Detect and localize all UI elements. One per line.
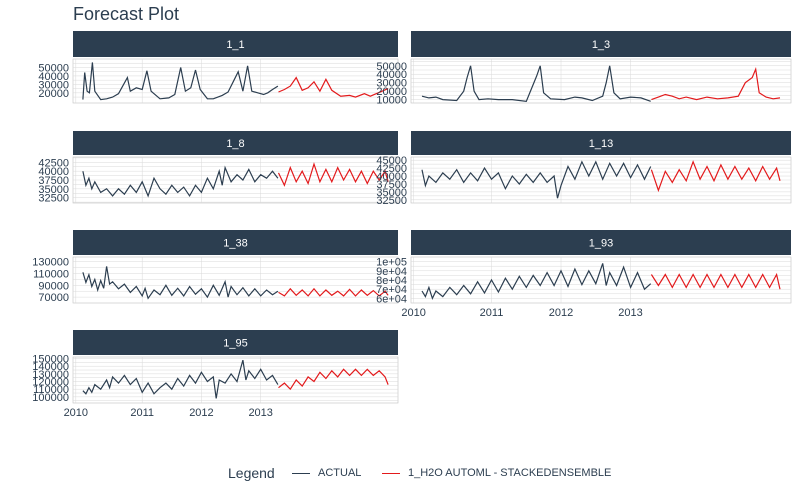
facet-strip-label: 1_1 (226, 39, 244, 51)
y-tick-label: 40000 (376, 69, 407, 81)
y-tick-label: 110000 (33, 384, 69, 396)
legend-title: Legend (228, 465, 275, 481)
y-tick-label: 70000 (38, 292, 69, 304)
plot-title: Forecast Plot (73, 4, 180, 24)
facet-strip (73, 31, 398, 57)
legend-label-forecast: 1_H2O AUTOML - STACKEDENSEMBLE (408, 467, 612, 479)
y-tick-label: 20000 (38, 88, 69, 100)
y-tick-label: 130000 (32, 369, 69, 381)
y-tick-label: 45000 (376, 155, 407, 167)
series-line-forecast (651, 66, 781, 101)
facet-strip-label: 1_95 (223, 338, 247, 350)
y-tick-label: 20000 (376, 86, 407, 98)
facet-strip-label: 1_38 (223, 238, 247, 250)
facet-strip (73, 330, 398, 355)
series-line-actual (421, 65, 651, 102)
y-tick-label: 37500 (376, 179, 407, 191)
facet-strip (411, 131, 791, 155)
y-tick-label: 37500 (38, 175, 69, 187)
y-tick-label: 140000 (32, 361, 69, 373)
facet-strip-label: 1_13 (589, 138, 613, 150)
y-tick-label: 100000 (32, 392, 69, 404)
legend: Legend ACTUAL 1_H2O AUTOML - STACKEDENSE… (0, 463, 800, 485)
y-tick-label: 32500 (38, 193, 69, 205)
panel-border (72, 256, 399, 304)
y-tick-label: 7e+04 (376, 284, 407, 296)
series-line-forecast (278, 368, 389, 391)
x-tick-label: 2012 (549, 307, 573, 319)
facet-strip (411, 31, 791, 57)
y-tick-label: 35000 (38, 184, 69, 196)
series-line-actual (82, 359, 279, 399)
series-line-actual (82, 62, 279, 101)
x-tick-label: 2011 (130, 407, 154, 419)
y-tick-label: 50000 (376, 61, 407, 73)
series-line-actual (421, 160, 652, 199)
y-tick-label: 42500 (376, 163, 407, 175)
y-tick-label: 40000 (376, 171, 407, 183)
facet-strip (73, 131, 398, 155)
y-tick-label: 130000 (32, 257, 69, 269)
x-tick-label: 2012 (189, 407, 213, 419)
facet-panel-1-95: 1_95 100000110000120000130000140000150000… (32, 330, 399, 419)
y-tick-label: 150000 (32, 354, 69, 366)
y-tick-label: 30000 (38, 79, 69, 91)
y-tick-label: 6e+04 (376, 293, 407, 305)
y-tick-label: 40000 (38, 71, 69, 83)
legend-label-actual: ACTUAL (318, 467, 362, 479)
panel-border (72, 58, 399, 104)
series-line-forecast (650, 160, 781, 193)
facet-strip (73, 230, 398, 255)
facet-strip (411, 230, 791, 255)
legend-key-forecast (382, 473, 400, 474)
y-tick-label: 42500 (38, 157, 69, 169)
y-tick-label: 40000 (38, 166, 69, 178)
x-tick-label: 2010 (401, 307, 425, 319)
y-tick-label: 9e+04 (376, 266, 407, 278)
series-line-actual (421, 263, 652, 301)
x-tick-label: 2013 (618, 307, 642, 319)
y-tick-label: 32500 (376, 195, 407, 207)
y-tick-label: 10000 (376, 95, 407, 107)
y-tick-label: 8e+04 (376, 275, 407, 287)
series-line-actual (82, 165, 279, 198)
series-line-forecast (277, 162, 389, 187)
y-tick-label: 110000 (33, 269, 69, 281)
series-line-forecast (278, 287, 389, 297)
y-tick-label: 1e+05 (376, 257, 407, 269)
series-line-forecast (278, 76, 389, 98)
y-tick-label: 120000 (32, 377, 69, 389)
x-tick-label: 2010 (64, 407, 88, 419)
y-tick-label: 35000 (376, 187, 407, 199)
y-tick-label: 90000 (38, 280, 69, 292)
x-tick-label: 2011 (480, 307, 504, 319)
series-line-forecast (650, 272, 781, 290)
series-line-actual (82, 266, 279, 300)
facet-strip-label: 1_3 (592, 39, 610, 51)
panel-border (410, 58, 792, 104)
y-tick-label: 30000 (376, 78, 407, 90)
x-tick-label: 2013 (248, 407, 272, 419)
y-tick-label: 50000 (38, 62, 69, 74)
panel-border (72, 356, 399, 404)
legend-key-actual (292, 473, 310, 474)
facet-strip-label: 1_8 (226, 138, 244, 150)
facet-strip-label: 1_93 (589, 238, 613, 250)
